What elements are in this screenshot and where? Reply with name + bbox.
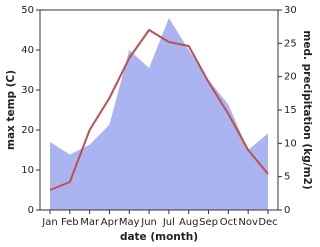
y2-axis-label: med. precipitation (kg/m2) bbox=[301, 30, 313, 189]
y2-tick-label: 15 bbox=[284, 105, 297, 116]
y-tick-label: 0 bbox=[28, 205, 34, 216]
y2-tick-label: 30 bbox=[284, 5, 297, 16]
x-tick-label: Jun bbox=[140, 217, 157, 228]
x-tick-label: Oct bbox=[220, 217, 237, 228]
temp-line bbox=[49, 29, 269, 191]
y-tick-label: 30 bbox=[21, 85, 34, 96]
y2-tick-label: 5 bbox=[284, 172, 290, 183]
x-axis-label: date (month) bbox=[120, 231, 198, 243]
x-tick-label: May bbox=[119, 217, 140, 228]
x-tick-label: Feb bbox=[61, 217, 79, 228]
x-tick-label: Aug bbox=[179, 217, 199, 228]
x-tick-label: Jul bbox=[162, 217, 175, 228]
x-tick-label: Apr bbox=[101, 217, 119, 228]
x-tick-label: Nov bbox=[238, 217, 258, 228]
y2-tick-label: 25 bbox=[284, 38, 297, 49]
y2-tick-label: 20 bbox=[284, 72, 297, 83]
y-axis-label: max temp (C) bbox=[5, 70, 17, 150]
x-tick-label: Jan bbox=[41, 217, 57, 228]
y2-tick-label: 0 bbox=[284, 205, 290, 216]
y-tick-label: 10 bbox=[21, 165, 34, 176]
y-tick-label: 50 bbox=[21, 5, 34, 16]
precip-area bbox=[50, 18, 268, 210]
x-tick-label: Dec bbox=[258, 217, 277, 228]
y-tick-label: 20 bbox=[21, 125, 34, 136]
x-tick-label: Sep bbox=[199, 217, 218, 228]
y2-tick-label: 10 bbox=[284, 138, 297, 149]
y-tick-label: 40 bbox=[21, 45, 34, 56]
x-tick-label: Mar bbox=[80, 217, 100, 228]
